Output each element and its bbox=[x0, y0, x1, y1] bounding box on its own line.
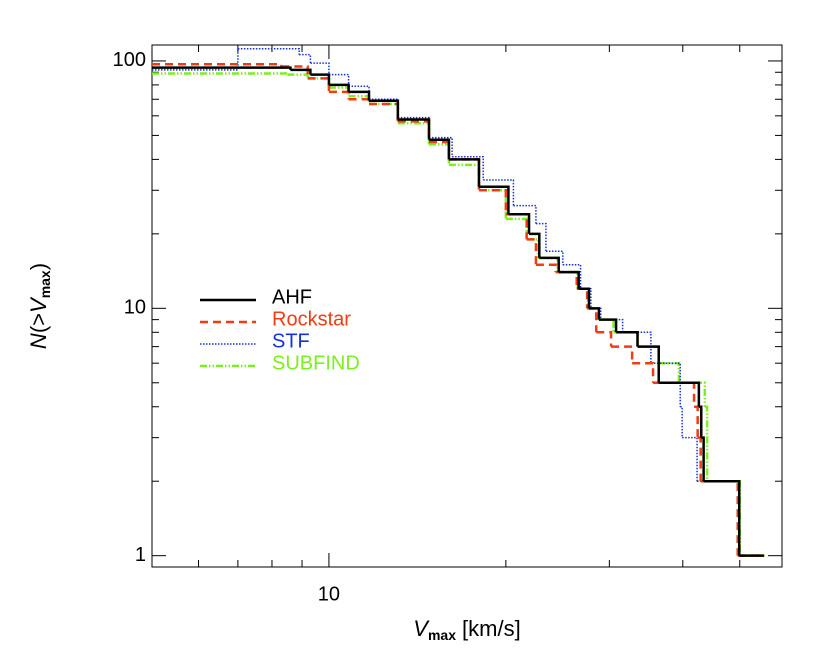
step-line bbox=[526, 238, 538, 265]
step-line bbox=[535, 222, 547, 252]
step-line bbox=[152, 48, 239, 71]
step-line bbox=[369, 99, 400, 120]
step-line bbox=[290, 68, 312, 75]
step-line bbox=[505, 217, 528, 240]
step-line bbox=[310, 73, 331, 85]
step-line bbox=[152, 66, 292, 70]
step-line bbox=[658, 361, 681, 383]
step-line bbox=[650, 362, 681, 407]
step-line bbox=[611, 345, 634, 364]
step-line bbox=[701, 436, 705, 482]
y-tick-label: 10 bbox=[124, 297, 146, 319]
step-line bbox=[704, 405, 709, 482]
step-line bbox=[697, 480, 740, 556]
step-line bbox=[307, 77, 331, 88]
step-line bbox=[513, 204, 537, 224]
step-line bbox=[682, 436, 698, 482]
step-line bbox=[397, 121, 431, 145]
step-line bbox=[637, 345, 660, 383]
step-line bbox=[281, 65, 309, 79]
step-line bbox=[369, 102, 400, 124]
step-line bbox=[508, 213, 531, 234]
x-axis-label: Vmax [km/s] bbox=[413, 616, 520, 643]
step-line bbox=[697, 436, 702, 482]
step-line bbox=[598, 318, 615, 333]
step-line bbox=[555, 270, 578, 289]
step-line bbox=[328, 83, 350, 92]
legend-label: Rockstar bbox=[272, 308, 351, 330]
step-line bbox=[616, 331, 639, 347]
step-line bbox=[348, 85, 370, 100]
step-line bbox=[558, 270, 580, 289]
step-line bbox=[483, 179, 515, 206]
step-line bbox=[299, 53, 312, 64]
step-line bbox=[707, 479, 742, 556]
step-line bbox=[307, 77, 331, 92]
step-line bbox=[596, 331, 613, 347]
step-line bbox=[369, 98, 399, 118]
step-line bbox=[478, 185, 510, 215]
step-line bbox=[539, 256, 560, 273]
step-line bbox=[328, 73, 350, 87]
legend-label: AHF bbox=[272, 286, 312, 308]
step-line bbox=[348, 90, 371, 101]
step-line bbox=[557, 270, 579, 289]
step-line bbox=[598, 318, 618, 333]
step-line bbox=[328, 90, 350, 100]
step-line bbox=[478, 189, 508, 219]
step-line bbox=[397, 116, 430, 138]
legend-label: STF bbox=[272, 330, 310, 352]
y-axis-label: N(>Vmax) bbox=[26, 263, 53, 349]
step-line bbox=[448, 158, 481, 187]
step-line bbox=[703, 479, 741, 556]
step-line bbox=[310, 62, 330, 75]
y-tick-label: 100 bbox=[113, 49, 146, 71]
step-line bbox=[562, 264, 582, 289]
step-line bbox=[152, 72, 289, 75]
step-line bbox=[576, 287, 589, 309]
step-line bbox=[529, 232, 541, 258]
step-line bbox=[287, 73, 309, 79]
step-line bbox=[397, 118, 431, 140]
step-line bbox=[600, 318, 624, 333]
step-line bbox=[588, 307, 601, 320]
step-line bbox=[587, 307, 598, 333]
step-line bbox=[429, 143, 451, 165]
step-line bbox=[452, 155, 484, 181]
step-line bbox=[613, 331, 639, 347]
step-line bbox=[694, 405, 699, 438]
step-line bbox=[653, 381, 696, 407]
step-line bbox=[698, 405, 703, 438]
step-line bbox=[535, 263, 557, 273]
step-line bbox=[448, 163, 481, 191]
step-line bbox=[658, 381, 701, 407]
step-line bbox=[348, 98, 371, 104]
step-line bbox=[369, 102, 400, 122]
legend-label: SUBFIND bbox=[272, 352, 360, 374]
step-line bbox=[237, 48, 300, 55]
step-line bbox=[678, 381, 707, 407]
step-line bbox=[152, 62, 283, 67]
y-tick-label: 1 bbox=[135, 544, 146, 566]
step-line bbox=[429, 138, 451, 160]
step-line bbox=[680, 406, 683, 438]
step-line bbox=[632, 361, 655, 383]
x-tick-label: 10 bbox=[318, 583, 340, 605]
step-line bbox=[478, 189, 508, 215]
step-line bbox=[578, 287, 591, 309]
plot-frame bbox=[151, 44, 783, 568]
step-line bbox=[637, 345, 660, 364]
step-line bbox=[700, 479, 739, 556]
